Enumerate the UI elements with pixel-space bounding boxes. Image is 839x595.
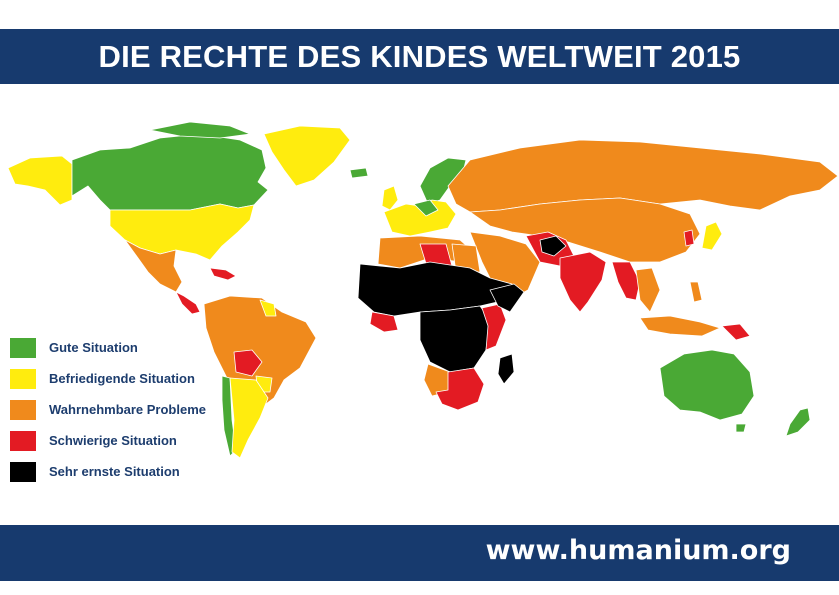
region-horn-africa bbox=[489, 283, 525, 313]
region-uk bbox=[381, 185, 399, 211]
region-new-zealand bbox=[785, 407, 811, 437]
legend-label-very-serious: Sehr ernste Situation bbox=[49, 464, 180, 479]
region-india bbox=[559, 251, 607, 313]
legend-item-satisfactory: Befriedigende Situation bbox=[10, 369, 250, 389]
footer-banner: www.humanium.org bbox=[0, 525, 839, 581]
region-middle-east bbox=[469, 231, 541, 301]
website-link[interactable]: www.humanium.org bbox=[485, 535, 791, 566]
title-banner: DIE RECHTE DES KINDES WELTWEIT 2015 bbox=[0, 29, 839, 84]
map-title: DIE RECHTE DES KINDES WELTWEIT 2015 bbox=[98, 38, 741, 74]
region-japan bbox=[701, 221, 723, 251]
legend-item-good: Gute Situation bbox=[10, 338, 250, 358]
region-png bbox=[721, 323, 751, 341]
region-usa bbox=[109, 203, 255, 261]
legend-swatch-good bbox=[10, 338, 36, 358]
region-afghanistan bbox=[539, 235, 567, 257]
region-greenland bbox=[263, 125, 351, 187]
region-southeast-asia bbox=[611, 261, 641, 301]
region-australia bbox=[659, 349, 755, 421]
legend-item-noticeable: Wahrnehmbare Probleme bbox=[10, 400, 250, 420]
region-mexico bbox=[124, 239, 183, 293]
legend-swatch-difficult bbox=[10, 431, 36, 451]
region-canada-islands bbox=[149, 121, 251, 139]
region-madagascar bbox=[497, 353, 515, 385]
region-guyanas bbox=[259, 299, 277, 317]
region-tasmania bbox=[735, 423, 747, 433]
legend-item-difficult: Schwierige Situation bbox=[10, 431, 250, 451]
legend-label-noticeable: Wahrnehmbare Probleme bbox=[49, 402, 207, 417]
legend-swatch-noticeable bbox=[10, 400, 36, 420]
region-korea bbox=[683, 229, 695, 247]
region-central-africa bbox=[419, 305, 491, 373]
region-central-america bbox=[175, 291, 201, 315]
region-alaska bbox=[7, 155, 73, 206]
region-west-africa-red bbox=[369, 311, 399, 333]
legend-swatch-satisfactory bbox=[10, 369, 36, 389]
legend-label-difficult: Schwierige Situation bbox=[49, 433, 177, 448]
legend-label-satisfactory: Befriedigende Situation bbox=[49, 371, 195, 386]
region-southern-africa bbox=[435, 367, 485, 411]
region-philippines bbox=[689, 281, 703, 303]
region-indonesia bbox=[639, 315, 721, 337]
region-iceland bbox=[349, 167, 369, 179]
region-caribbean bbox=[209, 267, 237, 281]
region-indochina bbox=[635, 267, 661, 313]
world-map bbox=[7, 121, 839, 459]
region-argentina bbox=[229, 377, 269, 459]
region-central-europe bbox=[413, 199, 439, 217]
region-egypt bbox=[451, 243, 481, 273]
region-bolivia bbox=[233, 349, 263, 377]
legend-label-good: Gute Situation bbox=[49, 340, 138, 355]
region-central-asia bbox=[469, 197, 701, 263]
legend-item-very-serious: Sehr ernste Situation bbox=[10, 462, 250, 482]
region-canada bbox=[71, 133, 269, 211]
legend-swatch-very-serious bbox=[10, 462, 36, 482]
